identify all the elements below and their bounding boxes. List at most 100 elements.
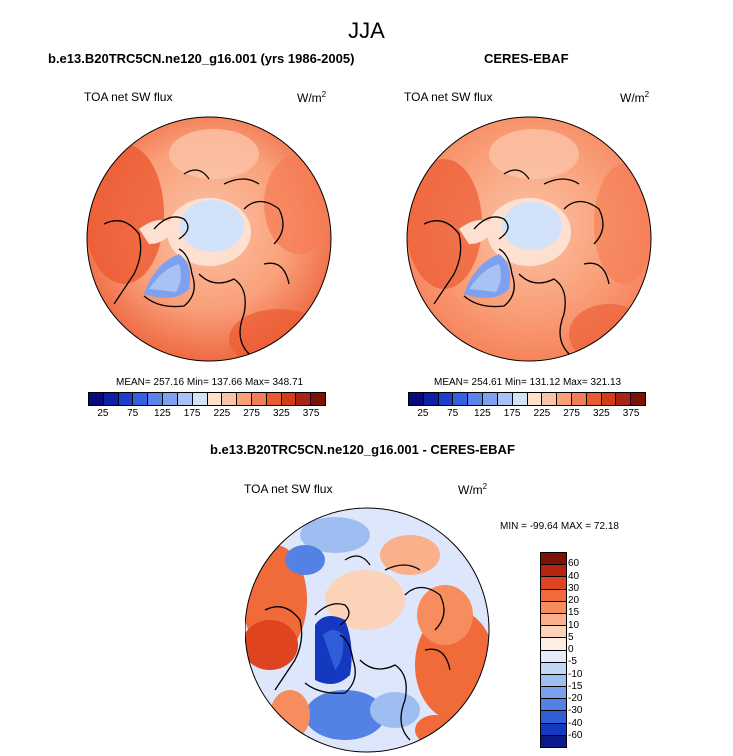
colorbar-swatch <box>148 393 164 405</box>
panel3-unit-label: W/m2 <box>458 482 488 497</box>
colorbar-swatch <box>631 393 645 405</box>
colorbar-swatch <box>541 687 566 700</box>
colorbar-swatch <box>133 393 149 405</box>
colorbar-swatch <box>541 662 566 675</box>
colorbar-swatch <box>512 393 528 405</box>
colorbar-swatch <box>177 393 193 405</box>
colorbar-tick-label: -30 <box>568 705 583 717</box>
colorbar-swatch <box>541 601 566 614</box>
colorbar-tick-label: 60 <box>568 558 580 570</box>
colorbar-swatch <box>541 650 566 663</box>
figure-title: JJA <box>348 18 385 43</box>
colorbar-swatch <box>409 393 424 405</box>
panel3-stats: MIN = -99.64 MAX = 72.18 <box>500 521 619 532</box>
colorbar-swatch <box>601 393 617 405</box>
colorbar-swatch <box>497 393 513 405</box>
colorbar-tick-label: 10 <box>568 619 580 631</box>
panel3-polar-map <box>245 507 490 753</box>
colorbar-tick-label: 175 <box>183 408 201 419</box>
colorbar-swatch <box>541 723 566 736</box>
colorbar-swatch <box>207 393 223 405</box>
colorbar-tick-label: 5 <box>568 631 574 643</box>
colorbar-swatch <box>541 735 566 747</box>
panel1-colorbar-ticks: 25 75 125 175 225 275 325 375 <box>88 408 326 422</box>
colorbar-swatch <box>616 393 632 405</box>
colorbar-swatch <box>89 393 104 405</box>
colorbar-tick-label: 30 <box>568 582 580 594</box>
colorbar-swatch <box>237 393 252 405</box>
panel1-var-label: TOA net SW flux <box>84 90 173 104</box>
colorbar-swatch <box>571 393 587 405</box>
colorbar-swatch <box>541 674 566 688</box>
colorbar-swatch <box>541 553 566 566</box>
colorbar-tick-label: -15 <box>568 680 583 692</box>
colorbar-swatch <box>483 393 498 405</box>
panel3-colorbar <box>540 552 567 748</box>
panel2-polar-map <box>406 116 652 362</box>
colorbar-swatch <box>251 393 267 405</box>
colorbar-tick-label: 125 <box>154 408 171 419</box>
panel1-polar-map <box>86 116 332 362</box>
colorbar-tick-label: 75 <box>447 408 459 419</box>
colorbar-swatch <box>453 393 469 405</box>
colorbar-swatch <box>311 393 325 405</box>
colorbar-swatch <box>541 565 566 578</box>
colorbar-swatch <box>541 613 566 627</box>
colorbar-tick-label: -20 <box>568 693 583 704</box>
colorbar-swatch <box>296 393 312 405</box>
colorbar-swatch <box>468 393 484 405</box>
panel1-unit-label: W/m2 <box>297 90 327 105</box>
panel2-title: CERES-EBAF <box>484 51 569 66</box>
colorbar-tick-label: 375 <box>302 408 320 419</box>
colorbar-tick-label: 25 <box>97 408 109 419</box>
colorbar-tick-label: 225 <box>213 408 231 419</box>
panel2-colorbar <box>408 392 646 406</box>
colorbar-tick-label: 0 <box>568 644 574 655</box>
colorbar-tick-label: 175 <box>503 408 521 419</box>
panel1-title: b.e13.B20TRC5CN.ne120_g16.001 (yrs 1986-… <box>48 51 355 66</box>
panel1-colorbar <box>88 392 326 406</box>
panel3-var-label: TOA net SW flux <box>244 482 333 496</box>
colorbar-swatch <box>541 699 566 712</box>
colorbar-swatch <box>541 589 566 602</box>
colorbar-swatch <box>192 393 208 405</box>
colorbar-swatch <box>438 393 454 405</box>
colorbar-swatch <box>541 577 566 590</box>
colorbar-tick-label: -5 <box>568 656 577 668</box>
colorbar-tick-label: 125 <box>474 408 491 419</box>
colorbar-swatch <box>266 393 282 405</box>
colorbar-swatch <box>163 393 178 405</box>
colorbar-tick-label: -40 <box>568 717 583 729</box>
panel2-var-label: TOA net SW flux <box>404 90 493 104</box>
colorbar-swatch <box>103 393 119 405</box>
colorbar-swatch <box>118 393 134 405</box>
colorbar-swatch <box>423 393 439 405</box>
colorbar-tick-label: -60 <box>568 729 583 741</box>
colorbar-swatch <box>557 393 572 405</box>
colorbar-tick-label: 40 <box>568 570 580 582</box>
colorbar-swatch <box>586 393 602 405</box>
panel2-unit-label: W/m2 <box>620 90 650 105</box>
colorbar-swatch <box>542 393 558 405</box>
colorbar-swatch <box>541 638 566 651</box>
colorbar-tick-label: 75 <box>127 408 139 419</box>
colorbar-tick-label: 20 <box>568 595 580 606</box>
panel2-stats: MEAN= 254.61 Min= 131.12 Max= 321.13 <box>434 377 622 388</box>
panel2-colorbar-ticks: 25 75 125 175 225 275 325 375 <box>408 408 646 422</box>
panel3-colorbar-ticks: 60 40 30 20 15 10 5 0 -5 -10 -15 -20 -30 -40 -60 <box>568 552 608 748</box>
colorbar-tick-label: 325 <box>593 408 610 419</box>
colorbar-swatch <box>222 393 238 405</box>
colorbar-tick-label: 225 <box>533 408 551 419</box>
colorbar-tick-label: 325 <box>273 408 290 419</box>
colorbar-swatch <box>541 711 566 724</box>
colorbar-tick-label: 275 <box>563 408 580 419</box>
colorbar-swatch <box>541 626 566 639</box>
colorbar-tick-label: 25 <box>417 408 429 419</box>
panel1-stats: MEAN= 257.16 Min= 137.66 Max= 348.71 <box>116 377 304 388</box>
colorbar-swatch <box>527 393 543 405</box>
colorbar-tick-label: -10 <box>568 668 583 680</box>
colorbar-swatch <box>281 393 297 405</box>
colorbar-tick-label: 375 <box>622 408 640 419</box>
colorbar-tick-label: 275 <box>243 408 260 419</box>
panel3-title: b.e13.B20TRC5CN.ne120_g16.001 - CERES-EB… <box>210 442 515 457</box>
